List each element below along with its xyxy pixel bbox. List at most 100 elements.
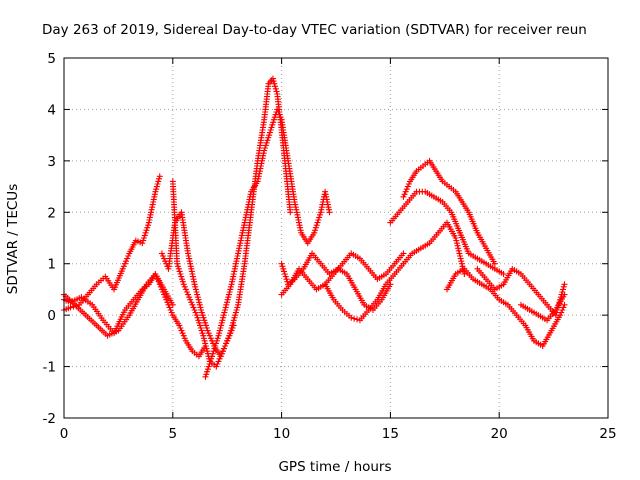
y-tick-label: 4 [47,102,56,118]
data-point-marker [266,129,273,136]
data-point-marker [227,327,234,334]
data-point-marker [125,253,132,259]
data-point-marker [326,209,333,216]
data-point-marker [453,237,460,244]
data-point-marker [230,317,237,324]
data-point-marker [229,322,236,329]
data-point-marker [213,363,220,370]
data-point-marker [264,137,271,144]
data-point-marker [205,363,212,370]
data-point-marker [266,132,273,139]
data-point-marker [183,289,190,295]
data-point-marker [189,301,196,308]
data-point-marker [207,358,214,365]
y-tick-label: 2 [47,205,56,221]
data-point-marker [200,332,207,339]
data-point-marker [283,276,290,283]
data-point-marker [226,289,233,295]
data-point-marker [180,281,187,288]
data-point-marker [169,301,176,308]
data-point-marker [145,222,152,229]
data-point-marker [216,330,223,337]
data-point-marker [202,373,209,380]
x-tick-label: 5 [169,426,178,442]
data-point-marker [199,312,206,319]
data-point-marker [141,232,148,239]
data-point-marker [222,343,229,349]
data-point-marker [193,312,200,319]
data-point-marker [263,139,270,146]
data-point-marker [154,181,161,187]
data-point-marker [207,335,214,342]
data-point-marker [457,253,464,259]
data-point-marker [177,325,184,331]
data-point-marker [191,281,198,288]
y-tick-label: 5 [47,51,56,67]
data-point-marker [179,276,186,283]
data-point-marker [559,307,566,313]
data-point-marker [219,317,226,324]
data-point-marker [223,301,230,308]
data-point-marker [181,283,188,290]
x-tick-label: 10 [273,426,290,442]
data-point-marker [158,250,165,257]
data-point-marker [153,186,160,193]
data-point-marker [232,312,239,319]
data-point-marker [123,258,130,265]
data-point-marker [312,227,319,234]
data-point-marker [161,255,168,262]
y-tick-label: -2 [43,411,56,427]
y-tick-label: 3 [47,154,56,170]
data-point-marker [458,260,465,267]
data-point-marker [400,193,407,200]
data-point-marker [152,188,159,195]
data-point-marker [196,319,203,326]
data-point-marker [223,299,230,306]
data-point-marker [269,121,276,128]
x-tick-label: 25 [599,426,616,442]
data-point-marker [213,337,220,344]
data-point-marker [216,327,223,334]
data-point-marker [203,325,210,331]
data-point-marker [194,291,201,298]
data-point-marker [452,235,459,241]
data-point-marker [206,361,213,367]
data-point-marker [455,247,462,254]
series-satellite-track-14 [517,291,568,324]
x-tick-label: 20 [491,426,508,442]
data-point-marker [270,119,277,126]
data-point-marker [140,235,147,241]
y-tick-label: 1 [47,257,56,273]
data-point-marker [270,78,277,85]
data-point-marker [277,114,284,121]
data-point-marker [181,335,188,342]
data-point-marker [314,219,321,226]
data-point-marker [312,224,319,231]
data-point-marker [195,317,202,324]
data-point-marker [560,283,567,290]
data-point-marker [560,286,567,293]
data-point-marker [203,345,210,352]
data-point-marker [204,348,211,355]
data-point-marker [281,271,288,277]
data-point-marker [194,314,201,321]
data-point-marker [175,265,182,272]
data-point-marker [227,286,234,293]
data-point-marker [200,314,207,321]
data-point-marker [222,307,229,313]
data-point-marker [201,337,208,344]
data-point-marker [208,355,215,362]
data-point-marker [262,142,269,149]
y-tick-label: 0 [47,308,56,324]
data-point-marker [226,332,233,339]
data-point-marker [193,289,200,295]
data-point-marker [561,301,568,308]
data-point-marker [166,304,173,311]
data-point-marker [216,355,223,362]
data-point-marker [560,304,567,311]
data-point-marker [271,80,278,87]
plot-frame [63,57,609,419]
data-point-marker [220,345,227,352]
data-point-marker [205,330,212,337]
data-point-marker [212,343,219,349]
